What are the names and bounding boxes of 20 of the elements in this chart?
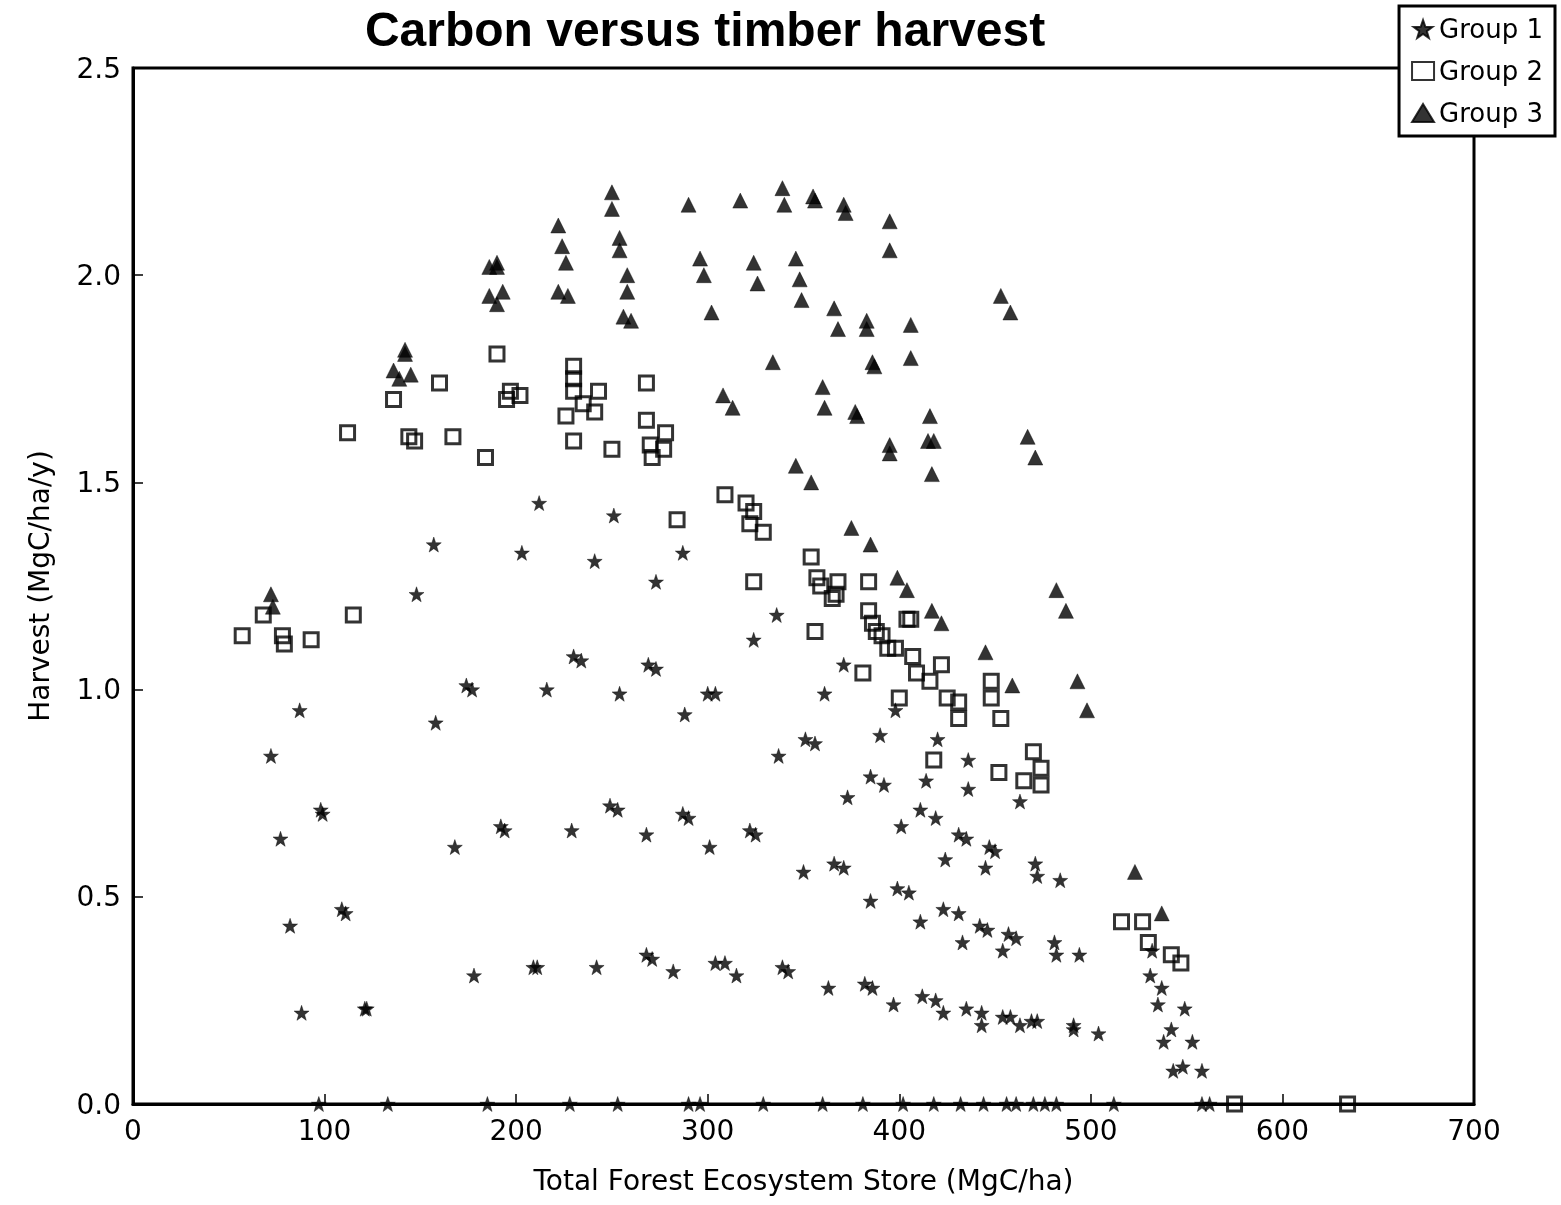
x-tick-label: 600 <box>1255 1113 1310 1147</box>
y-axis-title: Harvest (MgC/ha/y) <box>22 450 56 722</box>
legend-label: Group 2 <box>1439 56 1544 86</box>
y-tick-label: 0.5 <box>76 880 121 914</box>
x-tick-label: 0 <box>124 1113 142 1147</box>
y-tick-label: 0.0 <box>76 1087 121 1121</box>
chart-title: Carbon versus timber harvest <box>364 2 1046 56</box>
x-tick-label: 200 <box>489 1113 543 1147</box>
y-tick-label: 1.5 <box>76 465 121 499</box>
x-tick-label: 700 <box>1447 1113 1501 1147</box>
y-tick-label: 1.0 <box>76 673 121 707</box>
x-tick-label: 100 <box>297 1113 352 1147</box>
x-tick-label: 400 <box>872 1113 927 1147</box>
y-tick-label: 2.5 <box>76 51 121 85</box>
legend-label: Group 3 <box>1439 98 1544 128</box>
x-axis-title: Total Forest Ecosystem Store (MgC/ha) <box>532 1163 1074 1197</box>
legend-label: Group 1 <box>1439 14 1544 44</box>
y-tick-label: 2.0 <box>76 258 121 292</box>
x-tick-label: 300 <box>680 1113 735 1147</box>
x-tick-label: 500 <box>1064 1113 1118 1147</box>
